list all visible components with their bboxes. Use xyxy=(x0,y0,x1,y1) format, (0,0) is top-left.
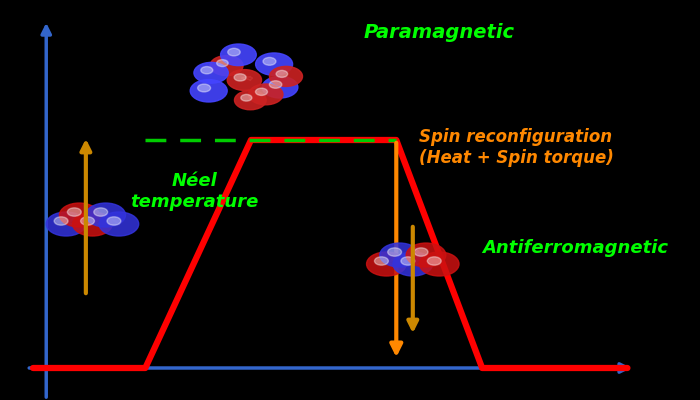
Text: Antiferromagnetic: Antiferromagnetic xyxy=(482,239,668,257)
Circle shape xyxy=(94,208,108,216)
Circle shape xyxy=(54,217,68,225)
Circle shape xyxy=(367,252,406,276)
Circle shape xyxy=(388,248,402,256)
Circle shape xyxy=(374,257,388,265)
Circle shape xyxy=(414,248,428,256)
Circle shape xyxy=(393,252,433,276)
Circle shape xyxy=(73,212,112,236)
Circle shape xyxy=(256,88,267,96)
Circle shape xyxy=(263,58,276,65)
Text: Spin reconfiguration
(Heat + Spin torque): Spin reconfiguration (Heat + Spin torque… xyxy=(419,128,615,167)
Text: Néel
temperature: Néel temperature xyxy=(131,172,259,211)
Circle shape xyxy=(380,243,419,267)
Circle shape xyxy=(201,66,213,74)
Circle shape xyxy=(256,53,293,75)
Circle shape xyxy=(86,203,125,227)
Circle shape xyxy=(228,70,262,90)
Circle shape xyxy=(46,212,86,236)
Circle shape xyxy=(216,60,228,66)
Circle shape xyxy=(248,84,283,105)
Circle shape xyxy=(401,257,415,265)
Circle shape xyxy=(99,212,139,236)
Text: Paramagnetic: Paramagnetic xyxy=(363,22,514,42)
Circle shape xyxy=(241,94,252,101)
Circle shape xyxy=(80,217,94,225)
Circle shape xyxy=(107,217,121,225)
Circle shape xyxy=(197,84,211,92)
Circle shape xyxy=(60,203,99,227)
Circle shape xyxy=(406,243,446,267)
Circle shape xyxy=(210,56,243,76)
Circle shape xyxy=(220,44,256,66)
Circle shape xyxy=(270,66,302,86)
Circle shape xyxy=(419,252,459,276)
Circle shape xyxy=(276,70,288,77)
Circle shape xyxy=(194,62,228,83)
Circle shape xyxy=(234,74,246,81)
Circle shape xyxy=(234,90,266,110)
Circle shape xyxy=(190,80,228,102)
Circle shape xyxy=(67,208,81,216)
Circle shape xyxy=(270,81,282,88)
Circle shape xyxy=(228,48,240,56)
Circle shape xyxy=(262,76,298,98)
Circle shape xyxy=(427,257,441,265)
